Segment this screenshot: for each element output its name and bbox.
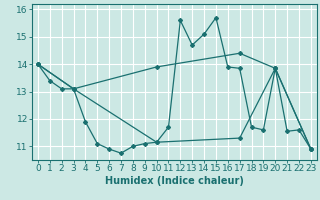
X-axis label: Humidex (Indice chaleur): Humidex (Indice chaleur) [105, 176, 244, 186]
